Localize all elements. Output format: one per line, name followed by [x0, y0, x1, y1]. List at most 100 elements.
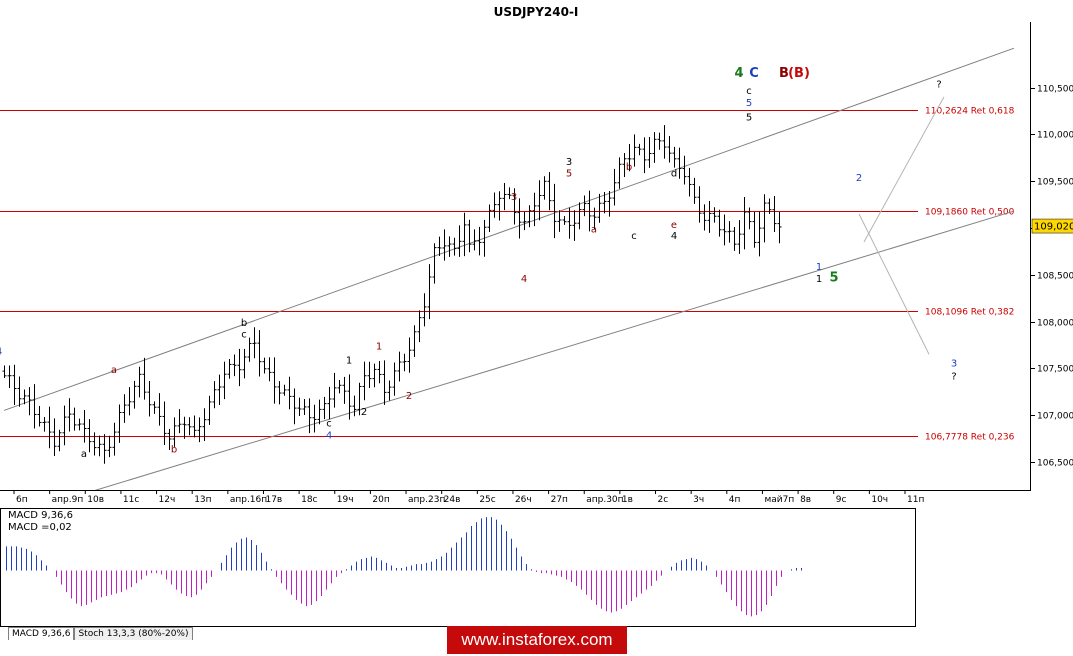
time-tick-label: 18с [301, 495, 317, 505]
wave-label: a [81, 449, 87, 460]
candle [282, 384, 287, 396]
candle [87, 419, 92, 453]
candle [657, 132, 662, 150]
candle [382, 360, 387, 405]
fib-label-3: 106,7778 Ret 0,236 [925, 433, 1015, 443]
candle [177, 409, 182, 434]
candle [42, 417, 47, 432]
candle [297, 397, 302, 417]
candle [37, 406, 42, 427]
wave-label: 3 [511, 192, 517, 203]
candle [307, 398, 312, 434]
candle [417, 310, 422, 343]
candle [212, 381, 217, 409]
candle [122, 394, 127, 423]
candle [567, 207, 572, 239]
candle [217, 374, 222, 406]
candle [672, 146, 677, 168]
candle [617, 157, 622, 189]
candle [632, 134, 637, 167]
candle [427, 264, 432, 320]
candle [192, 415, 197, 438]
candle [167, 428, 172, 450]
candle [682, 155, 687, 185]
candle [412, 325, 417, 357]
wave-label: b [171, 445, 177, 456]
candle [762, 194, 767, 243]
time-tick-label: апр.9п [52, 495, 84, 505]
brand-banner[interactable]: www.instaforex.com [447, 626, 627, 654]
candle [207, 395, 212, 425]
time-tick-label: 11п [907, 495, 924, 505]
candle [2, 365, 7, 379]
candle [342, 376, 347, 404]
candle [712, 207, 717, 223]
candle [332, 372, 337, 408]
candle [72, 407, 77, 431]
candle [232, 354, 237, 377]
candle [187, 417, 192, 436]
wave-label: b [241, 318, 247, 329]
wave-label-major: 4 [734, 66, 743, 81]
candle [102, 434, 107, 464]
wave-label-major: 5 [829, 270, 838, 285]
candle [697, 186, 702, 223]
candle [702, 204, 707, 231]
candle [267, 357, 272, 382]
candle [97, 435, 102, 457]
candle [542, 176, 547, 200]
candle [292, 388, 297, 425]
price-tick-label: 109,500 [1037, 178, 1073, 188]
wave-label: c [241, 329, 247, 340]
wave-label: 4 [326, 431, 332, 442]
candle [257, 330, 262, 377]
price-tick-label: 108,000 [1037, 319, 1073, 329]
wave-label: 3 [566, 157, 572, 168]
wave-label-major: (B) [788, 66, 810, 81]
candle [752, 211, 757, 248]
macd-panel [0, 508, 916, 627]
wave-label: d [671, 168, 677, 179]
candle [772, 196, 777, 233]
price-tick-label: 107,500 [1037, 365, 1073, 375]
time-tick-label: 27п [551, 495, 568, 505]
channel-line-0 [3, 47, 1015, 411]
time-tick-label: 1в [622, 495, 633, 505]
candle [142, 357, 147, 400]
candle [237, 348, 242, 387]
candle [137, 366, 142, 398]
candle [117, 404, 122, 443]
candle [227, 359, 232, 379]
candle [77, 418, 82, 431]
tab-macd[interactable]: MACD 9,36,6 [8, 627, 75, 640]
candle [362, 361, 367, 401]
candle [337, 380, 342, 394]
candle [252, 327, 257, 359]
wave-label: 2 [361, 407, 367, 418]
wave-label: a [591, 225, 597, 236]
time-tick-label: 4п [729, 495, 741, 505]
candle [707, 200, 712, 233]
wave-labels: 4aabbc1122c43435abcde455c211?3?4CB(B)5 [0, 66, 957, 460]
wave-label: c [631, 231, 637, 242]
tab-stoch[interactable]: Stoch 13,3,3 (80%-20%) [74, 627, 193, 640]
fib-label-1: 109,1860 Ret 0,500 [925, 208, 1015, 218]
wave-label: 1 [376, 342, 382, 353]
candle [127, 387, 132, 416]
candle [432, 243, 437, 284]
candle [197, 417, 202, 443]
candle [597, 193, 602, 223]
time-tick-label: апр.23п [408, 495, 445, 505]
candle [537, 180, 542, 221]
wave-label-major: C [749, 66, 759, 81]
candle [17, 376, 22, 407]
time-tick-label: 11с [123, 495, 139, 505]
candle [377, 361, 382, 384]
candle [727, 221, 732, 243]
channel-lines [3, 47, 1015, 490]
candle [687, 167, 692, 197]
candle [57, 429, 62, 452]
time-tick-label: 3ч [693, 495, 704, 505]
wave-label: 3 [951, 358, 957, 369]
